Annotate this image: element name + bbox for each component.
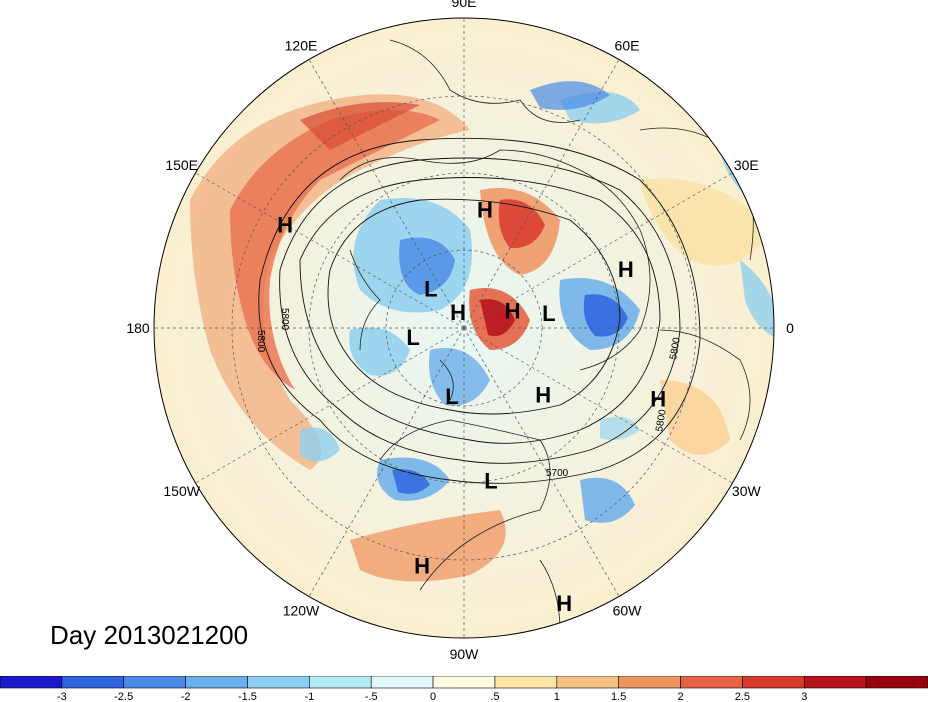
high-pressure-label: H — [650, 387, 666, 412]
colorbar-tick-label: 1 — [554, 691, 560, 702]
high-pressure-label: H — [450, 300, 466, 325]
longitude-label-120W: 120W — [283, 602, 320, 618]
colorbar-swatch — [185, 676, 248, 689]
polar-map: 90E 60E 30E 0 30W 60W 90W 120W 150W 180 150E 120E H… — [126, 0, 794, 662]
meridian-line — [195, 327, 465, 484]
low-pressure-label: L — [542, 301, 555, 326]
colorbar-tick-label: 3 — [801, 691, 807, 702]
colorbar-swatch — [865, 676, 928, 689]
colorbar-swatch — [494, 676, 558, 689]
colorbar-tick-label: -2 — [181, 691, 191, 702]
contour-label: 5800 — [279, 308, 290, 331]
contour-label: 5800 — [654, 408, 669, 432]
meridian-line — [195, 172, 465, 329]
longitude-label-60E: 60E — [615, 38, 640, 54]
contour-labels: 5800 5800 5800 5800 5700 — [255, 308, 683, 479]
colorbar-swatch — [680, 676, 743, 689]
colorbar-tick-label: -.5 — [365, 691, 378, 702]
colorbar-swatch — [123, 676, 186, 689]
meridian-line — [308, 59, 465, 329]
colorbar-tick-label: -2.5 — [114, 691, 133, 702]
colorbar-tick-label: 2 — [677, 691, 683, 702]
longitude-labels: 90E 60E 30E 0 30W 60W 90W 120W 150W 180 150E 120E — [126, 0, 794, 662]
map-title: Day 2013021200 — [50, 620, 249, 650]
low-pressure-label: L — [406, 325, 419, 350]
colorbar-tick-label: 1.5 — [611, 691, 626, 702]
contour-label: 5800 — [668, 336, 683, 360]
low-pressure-label: L — [484, 469, 497, 494]
colorbar-swatch — [309, 676, 372, 689]
longitude-label-30E: 30E — [734, 157, 759, 173]
longitude-label-60W: 60W — [613, 602, 643, 618]
contour-label: 5700 — [546, 468, 569, 479]
longitude-label-150W: 150W — [163, 483, 200, 499]
meridian-line — [308, 327, 465, 597]
colorbar-swatch — [556, 676, 619, 689]
graticule — [153, 17, 775, 639]
colorbar-tick-label: .5 — [490, 691, 499, 702]
colorbar-tick-label: -1.5 — [238, 691, 257, 702]
high-pressure-label: H — [414, 553, 430, 578]
high-pressure-label: H — [505, 298, 521, 323]
high-pressure-label: H — [618, 257, 634, 282]
colorbar-swatch — [0, 676, 63, 689]
colorbar-tick-label: 0 — [430, 691, 436, 702]
anomaly-field — [154, 18, 774, 638]
longitude-label-90W: 90W — [450, 646, 480, 662]
colorbar-swatch — [618, 676, 681, 689]
colorbar: -3 -2.5 -2 -1.5 -1 -.5 0 .5 1 1.5 2 2.5 3 — [0, 676, 928, 702]
high-pressure-label: H — [556, 591, 572, 616]
meridian-line — [463, 59, 620, 329]
high-pressure-label: H — [277, 213, 293, 238]
colorbar-swatch — [803, 676, 867, 689]
colorbar-tick-label: -1 — [304, 691, 314, 702]
longitude-label-180: 180 — [126, 320, 150, 336]
meridian-line — [463, 172, 733, 329]
colorbar-swatch — [247, 676, 310, 689]
low-pressure-label: L — [445, 384, 458, 409]
meridian-line — [463, 327, 733, 484]
longitude-label-30W: 30W — [732, 483, 762, 499]
colorbar-swatch — [742, 676, 805, 689]
longitude-label-0: 0 — [786, 320, 794, 336]
colorbar-swatch — [432, 676, 496, 689]
colorbar-swatch — [61, 676, 125, 689]
longitude-label-150E: 150E — [165, 157, 198, 173]
high-pressure-label: H — [477, 197, 493, 222]
height-contours — [258, 137, 701, 484]
low-pressure-label: L — [424, 276, 437, 301]
longitude-label-120E: 120E — [285, 38, 318, 54]
coastlines — [339, 39, 754, 631]
colorbar-tick-label: 2.5 — [735, 691, 750, 702]
contour-label: 5800 — [255, 330, 266, 353]
high-pressure-label: H — [535, 382, 551, 407]
longitude-label-90E: 90E — [452, 0, 477, 10]
colorbar-tick-label: -3 — [57, 691, 67, 702]
colorbar-swatch — [370, 676, 434, 689]
meridian-line — [463, 327, 620, 597]
